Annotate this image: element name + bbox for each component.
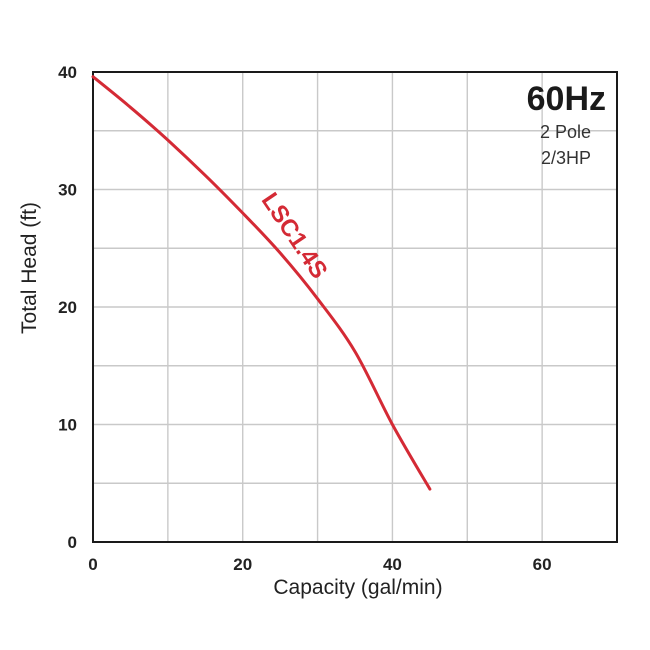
y-tick-label: 40 <box>58 63 77 82</box>
y-tick-label: 10 <box>58 416 77 435</box>
plot-area-border <box>92 71 618 543</box>
x-axis-ticks: 0 20 40 60 <box>88 555 551 574</box>
power-label: 2/3HP <box>541 148 591 168</box>
x-tick-label: 60 <box>533 555 552 574</box>
y-axis-ticks: 0 10 20 30 40 <box>58 63 77 552</box>
grid <box>93 72 617 542</box>
x-tick-label: 20 <box>233 555 252 574</box>
y-axis-title: Total Head (ft) <box>18 202 41 334</box>
pole-label: 2 Pole <box>540 122 591 142</box>
x-axis-title: Capacity (gal/min) <box>273 576 442 599</box>
x-tick-label: 40 <box>383 555 402 574</box>
x-tick-label: 0 <box>88 555 97 574</box>
y-tick-label: 30 <box>58 181 77 200</box>
series-layer <box>91 75 432 491</box>
y-tick-label: 20 <box>58 298 77 317</box>
series-line <box>91 75 432 491</box>
frequency-label: 60Hz <box>527 80 606 118</box>
y-tick-label: 0 <box>68 533 77 552</box>
